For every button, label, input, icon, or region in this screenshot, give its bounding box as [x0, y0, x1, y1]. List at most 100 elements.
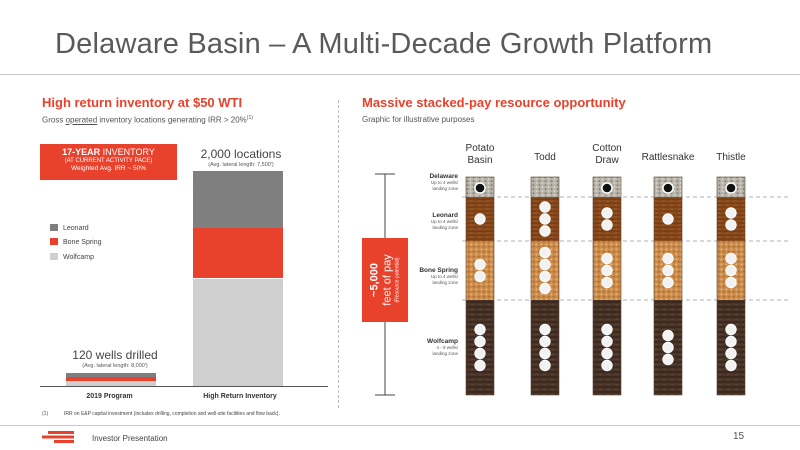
legend-swatch: [50, 224, 58, 231]
landing-point: [662, 276, 674, 289]
well-name-line: Draw: [595, 155, 619, 166]
column-outline: [592, 176, 622, 396]
well-column-rattlesnake: [653, 176, 683, 396]
feet-value: ~5,000: [368, 263, 381, 297]
landing-point: [474, 213, 486, 225]
landing-point: [726, 183, 736, 193]
landing-point: [601, 335, 613, 348]
well-name-todd: Todd: [500, 152, 590, 164]
bar-sublabel-inventory: (Avg. lateral length: 7,500'): [208, 162, 274, 168]
section-divider: [338, 100, 339, 408]
well-name-line: Cotton: [592, 143, 622, 154]
legend-item-leonard: Leonard: [50, 224, 89, 232]
landing-point: [662, 252, 674, 265]
footnote-number: (1): [42, 411, 49, 417]
zone-label-wolfcamp: Wolfcamp 4 - 8 wells/ landing zone: [400, 338, 458, 356]
zone-label-bone-spring: Bone Spring Up to 4 wells/ landing zone: [400, 267, 458, 285]
landing-point: [601, 359, 613, 372]
legend-swatch: [50, 253, 58, 260]
bar-segment-leonard: [193, 171, 283, 228]
bar-segment-bone-spring: [66, 376, 156, 382]
page-title: Delaware Basin – A Multi-Decade Growth P…: [55, 28, 713, 60]
landing-point: [474, 323, 486, 336]
zone-capacity-unit: landing zone: [432, 224, 458, 230]
landing-point: [725, 276, 737, 289]
well-columns: [465, 176, 746, 396]
landing-point: [601, 219, 613, 231]
right-heading: Massive stacked-pay resource opportunity: [362, 95, 626, 110]
well-name-cotton-draw: Cotton Draw: [562, 143, 652, 167]
column-outline: [465, 176, 495, 396]
landing-point: [539, 258, 551, 271]
landing-point: [539, 323, 551, 336]
bar-segment-leonard: [66, 373, 156, 377]
landing-point: [474, 270, 486, 283]
landing-point: [602, 183, 612, 193]
rock-layer: [531, 300, 559, 395]
bar-segment-wolfcamp: [66, 381, 156, 386]
landing-point: [725, 347, 737, 360]
stratigraphy-graphic: [375, 173, 790, 396]
landing-point: [725, 323, 737, 336]
subtitle-text-post: inventory locations generating IRR > 20%: [97, 115, 247, 125]
footnote-text: IRR on E&P capital investment (includes …: [64, 411, 280, 417]
bar-segment-bone-spring: [193, 227, 283, 279]
feet-label: feet of pay: [381, 254, 394, 306]
landing-point: [539, 225, 551, 237]
well-column-thistle: [716, 176, 746, 396]
zone-name: Delaware: [429, 173, 458, 180]
legend-label: Leonard: [63, 225, 89, 232]
footer-label: Investor Presentation: [92, 434, 168, 443]
landing-point: [662, 353, 674, 366]
footnote: (1) IRR on E&P capital investment (includ…: [42, 411, 280, 417]
inventory-irr: Weighted Avg. IRR ~ 50%: [70, 165, 147, 172]
well-name-potato-basin: Potato Basin: [435, 143, 525, 167]
landing-point: [725, 264, 737, 277]
landing-point: [539, 347, 551, 360]
landing-point: [474, 335, 486, 348]
zone-capacity-unit: landing zone: [432, 185, 458, 191]
rock-layer: [593, 197, 621, 241]
column-outline: [716, 176, 746, 396]
subtitle-text-pre: Gross: [42, 115, 66, 125]
feet-note: (Resource potential): [394, 257, 401, 303]
company-logo: [42, 431, 74, 443]
well-name-thistle: Thistle: [686, 152, 776, 164]
zone-name: Wolfcamp: [427, 338, 458, 345]
rock-layer: [466, 300, 494, 395]
left-subtitle: Gross operated inventory locations gener…: [42, 115, 253, 125]
x-axis-line: [40, 386, 328, 387]
landing-point: [725, 219, 737, 231]
zone-label-delaware: Delaware Up to 4 wells/ landing zone: [400, 173, 458, 191]
bar-sublabel-2019: (Avg. lateral length: 8,000'): [82, 363, 148, 369]
column-outline: [530, 176, 560, 396]
landing-point: [474, 359, 486, 372]
column-outline: [653, 176, 683, 396]
well-name-line: Potato: [465, 143, 495, 154]
zone-capacity: Up to 4 wells/: [430, 219, 458, 224]
landing-point: [601, 207, 613, 219]
rock-layer: [593, 300, 621, 395]
zone-name: Bone Spring: [419, 267, 458, 274]
subtitle-footnote-ref: (1): [246, 115, 253, 121]
landing-point: [601, 264, 613, 277]
page-number: 15: [733, 431, 745, 442]
legend-item-wolfcamp: Wolfcamp: [50, 253, 94, 261]
landing-point: [539, 359, 551, 372]
right-subtitle: Graphic for illustrative purposes: [362, 115, 475, 124]
landing-point: [662, 213, 674, 225]
legend-label: Bone Spring: [63, 239, 102, 246]
zone-label-leonard: Leonard Up to 4 wells/ landing zone: [400, 212, 458, 230]
x-tick-label: High Return Inventory: [203, 393, 277, 400]
landing-point: [539, 246, 551, 259]
inventory-callout: 17-YEAR INVENTORY (AT CURRENT ACTIVITY P…: [40, 144, 177, 180]
landing-point: [725, 359, 737, 372]
bar-label-2019: 120 wells drilled: [72, 348, 158, 362]
title-divider: [0, 74, 800, 75]
well-name-line: Thistle: [716, 152, 746, 163]
well-name-line: Rattlesnake: [641, 152, 695, 163]
legend-item-bone-spring: Bone Spring: [50, 238, 102, 246]
rock-layer: [466, 241, 494, 300]
subtitle-underlined: operated: [65, 115, 98, 125]
left-heading: High return inventory at $50 WTI: [42, 95, 243, 110]
